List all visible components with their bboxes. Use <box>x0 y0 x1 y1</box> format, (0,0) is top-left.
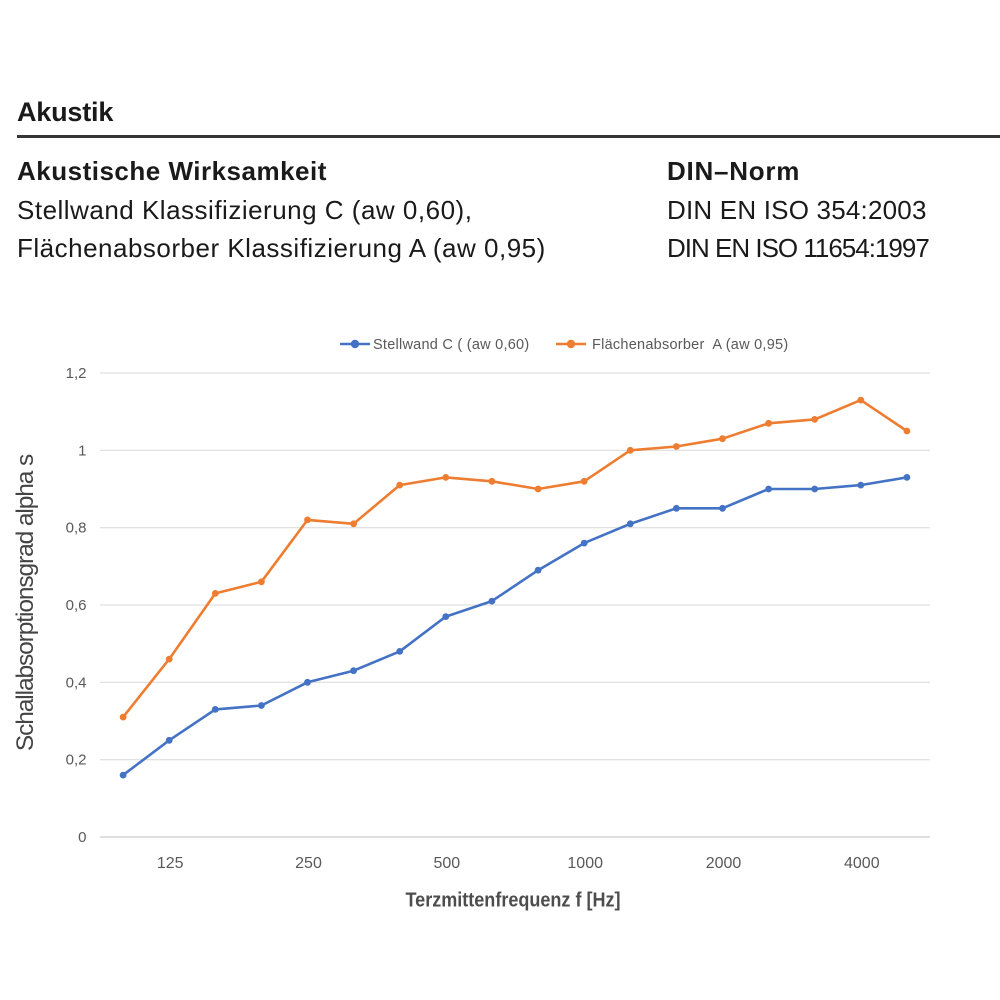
svg-text:0,8: 0,8 <box>66 520 87 537</box>
svg-text:500: 500 <box>433 855 460 872</box>
svg-text:4000: 4000 <box>844 855 880 872</box>
svg-text:0,4: 0,4 <box>66 674 87 691</box>
svg-text:Stellwand C ( (aw 0,60): Stellwand C ( (aw 0,60) <box>373 337 529 353</box>
svg-text:1000: 1000 <box>567 855 603 872</box>
svg-text:Flächenabsorber A (aw 0,95): Flächenabsorber A (aw 0,95) <box>592 337 788 353</box>
svg-text:2000: 2000 <box>706 855 742 872</box>
svg-text:1: 1 <box>78 442 86 459</box>
svg-text:Terzmittenfrequenz f [Hz]: Terzmittenfrequenz f [Hz] <box>405 890 620 912</box>
svg-text:125: 125 <box>157 855 184 872</box>
svg-text:0,2: 0,2 <box>66 752 87 769</box>
svg-text:250: 250 <box>295 855 322 872</box>
svg-text:1,2: 1,2 <box>66 365 87 382</box>
svg-text:0,6: 0,6 <box>66 597 87 614</box>
svg-text:0: 0 <box>78 829 86 846</box>
svg-text:Schallabsorptionsgrad alpha s: Schallabsorptionsgrad alpha s <box>12 454 39 751</box>
